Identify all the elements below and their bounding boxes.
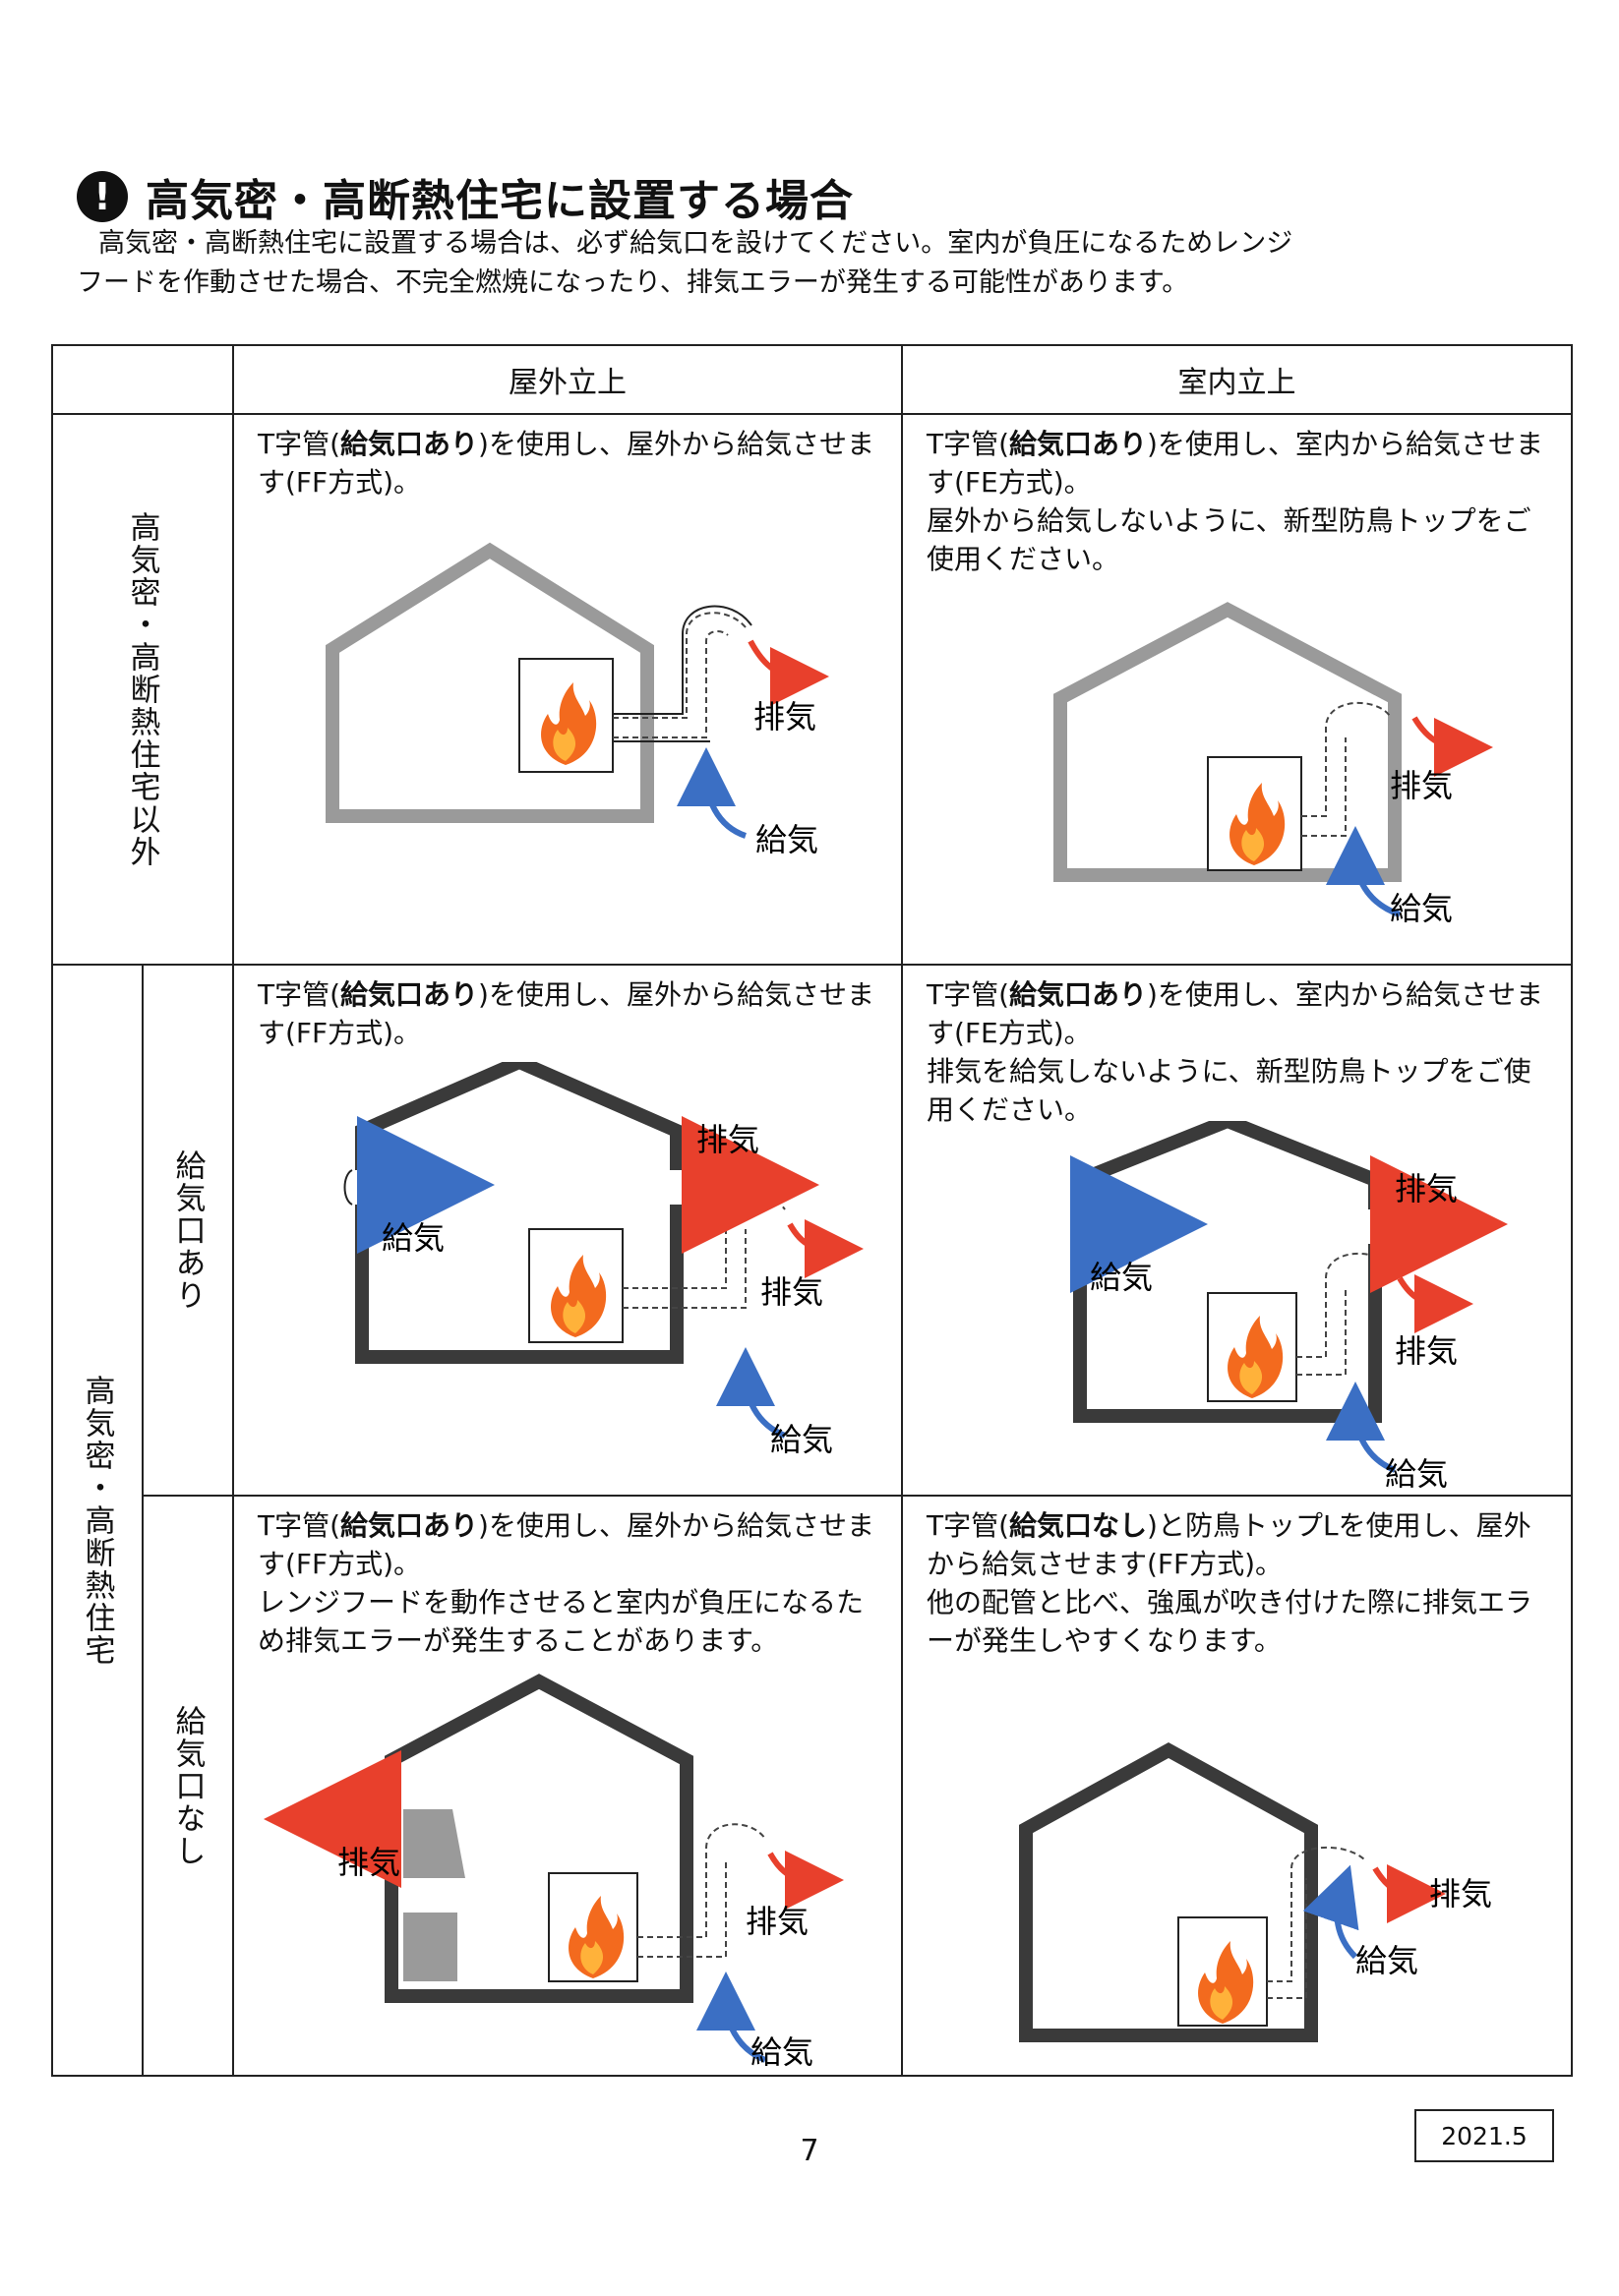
page-title: 高気密・高断熱住宅に設置する場合 [146,176,854,226]
cell-description: T字管(給気口あり)を使用し、屋外から給気させます(FF方式)。 レンジフードを動… [258,1509,874,1657]
exhaust-label: 排気 [1429,1875,1492,1913]
exhaust-label: 排気 [746,1903,809,1940]
col-header-indoor: 室内立上 [901,344,1573,415]
col-header-outdoor: 屋外立上 [232,344,903,415]
intake-label: 給気 [1385,1455,1448,1493]
house-diagram: 給気 排気 排気 給気 [343,1062,864,1458]
house-diagram: 排気 給気 [1053,602,1493,927]
date-box: 2021.5 [1414,2109,1554,2162]
cell-description: T字管(給気口あり)を使用し、屋外から給気させます(FF方式)。 [258,978,874,1049]
cell-r1c1: T字管(給気口あり)を使用し、屋外から給気させます(FF方式)。 排気 給気 [232,413,903,966]
exhaust-label: 排気 [696,1121,759,1158]
corner-cell [51,344,234,415]
exhaust-label: 排気 [760,1273,823,1311]
cell-r3c2: T字管(給気口なし)と防鳥トップLを使用し、屋外から給気させます(FF方式)。他… [901,1495,1573,2077]
sub-label-without-vent: 給気口なし [142,1495,234,2077]
intake-label: 給気 [755,821,818,858]
sub-label-with-vent: 給気口あり [142,964,234,1497]
page-number: 7 [800,2134,819,2168]
intake-label: 給気 [382,1219,445,1257]
exhaust-label: 排気 [337,1844,400,1881]
intake-label: 給気 [1390,890,1453,927]
cell-description: T字管(給気口あり)を使用し、屋外から給気させます(FF方式)。 [258,428,874,499]
installation-table: 屋外立上 室内立上 高気密・高断熱住宅以外 T字管(給気口あり)を使用し、屋外か… [51,344,1573,2077]
exhaust-label: 排気 [1395,1332,1458,1370]
exhaust-label: 排気 [1395,1170,1458,1207]
cell-description: T字管(給気口なし)と防鳥トップLを使用し、屋外から給気させます(FF方式)。他… [927,1509,1533,1657]
intake-label: 給気 [750,2033,813,2071]
row-label-other: 高気密・高断熱住宅以外 [51,413,234,966]
cell-r1c2: T字管(給気口あり)を使用し、室内から給気させます(FE方式)。 屋外から給気しな… [901,413,1573,966]
intake-label: 給気 [1090,1259,1153,1296]
house-diagram: 排気 給気 [326,542,829,858]
intro-text: 高気密・高断熱住宅に設置する場合は、必ず給気口を設けてください。室内が負圧になる… [77,228,1293,298]
intake-label: 給気 [770,1421,833,1458]
house-diagram: 排気 排気 給気 [264,1674,844,2071]
intake-label: 給気 [1355,1942,1418,1979]
house-diagram: 排気 給気 [1019,1742,1492,2042]
cell-description: T字管(給気口あり)を使用し、室内から給気させます(FE方式)。 排気を給気しない… [927,978,1543,1126]
cell-description: T字管(給気口あり)を使用し、室内から給気させます(FE方式)。 屋外から給気しな… [927,428,1543,575]
section-title: ! 高気密・高断熱住宅に設置する場合 [77,165,854,228]
row-label-high: 高気密・高断熱住宅 [51,964,144,2077]
cell-r2c1: T字管(給気口あり)を使用し、屋外から給気させます(FF方式)。 給気 排気 排… [232,964,903,1497]
exhaust-label: 排気 [1390,767,1453,804]
exhaust-label: 排気 [753,698,816,736]
house-diagram: 給気 排気 排気 給気 [1070,1121,1508,1493]
cell-r3c1: T字管(給気口あり)を使用し、屋外から給気させます(FF方式)。 レンジフードを動… [232,1495,903,2077]
exclamation-icon: ! [77,171,128,222]
cell-r2c2: T字管(給気口あり)を使用し、室内から給気させます(FE方式)。 排気を給気しない… [901,964,1573,1497]
